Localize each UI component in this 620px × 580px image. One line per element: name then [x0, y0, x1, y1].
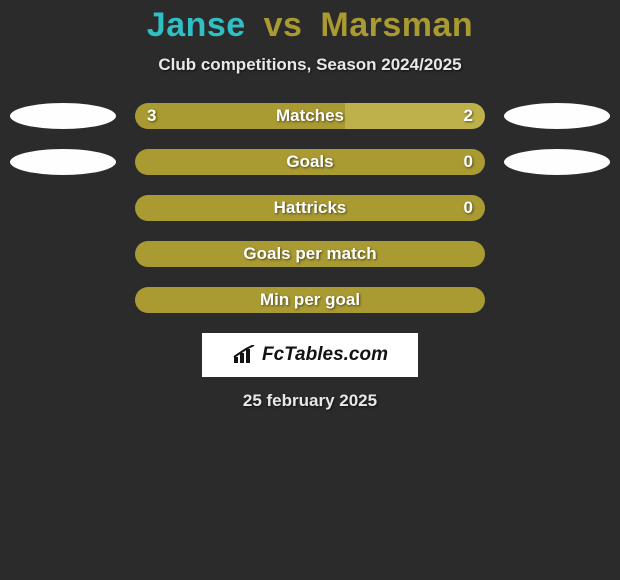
title-vs: vs	[264, 6, 303, 44]
stat-row: Goals per match	[0, 241, 620, 267]
stat-right-value: 2	[464, 103, 473, 129]
left-ellipse	[10, 149, 116, 175]
stat-left-value: 3	[147, 103, 156, 129]
comparison-card: Janse vs Marsman Club competitions, Seas…	[0, 0, 620, 580]
stat-row: Goals 0	[0, 149, 620, 175]
snapshot-date: 25 february 2025	[0, 391, 620, 411]
title-player1: Janse	[147, 6, 246, 44]
right-ellipse	[504, 149, 610, 175]
title-player2: Marsman	[320, 6, 473, 44]
stat-bar: Hattricks 0	[135, 195, 485, 221]
brand-text: FcTables.com	[262, 344, 388, 366]
stat-row: Hattricks 0	[0, 195, 620, 221]
stat-right-value: 0	[464, 149, 473, 175]
stat-bar: Goals per match	[135, 241, 485, 267]
stat-bar: Matches 3 2	[135, 103, 485, 129]
subtitle: Club competitions, Season 2024/2025	[0, 55, 620, 75]
stat-right-value: 0	[464, 195, 473, 221]
left-ellipse	[10, 103, 116, 129]
stat-label: Goals	[286, 149, 333, 175]
page-title: Janse vs Marsman	[0, 6, 620, 45]
stat-bar: Goals 0	[135, 149, 485, 175]
stat-label: Goals per match	[243, 241, 376, 267]
brand-box: FcTables.com	[202, 333, 418, 377]
stat-row: Matches 3 2	[0, 103, 620, 129]
stat-label: Min per goal	[260, 287, 360, 313]
stat-row: Min per goal	[0, 287, 620, 313]
right-ellipse	[504, 103, 610, 129]
stat-rows: Matches 3 2 Goals 0 Hattricks 0 Goals per match…	[0, 103, 620, 313]
bar-chart-icon	[232, 345, 256, 365]
stat-label: Matches	[276, 103, 344, 129]
stat-label: Hattricks	[274, 195, 347, 221]
stat-bar: Min per goal	[135, 287, 485, 313]
